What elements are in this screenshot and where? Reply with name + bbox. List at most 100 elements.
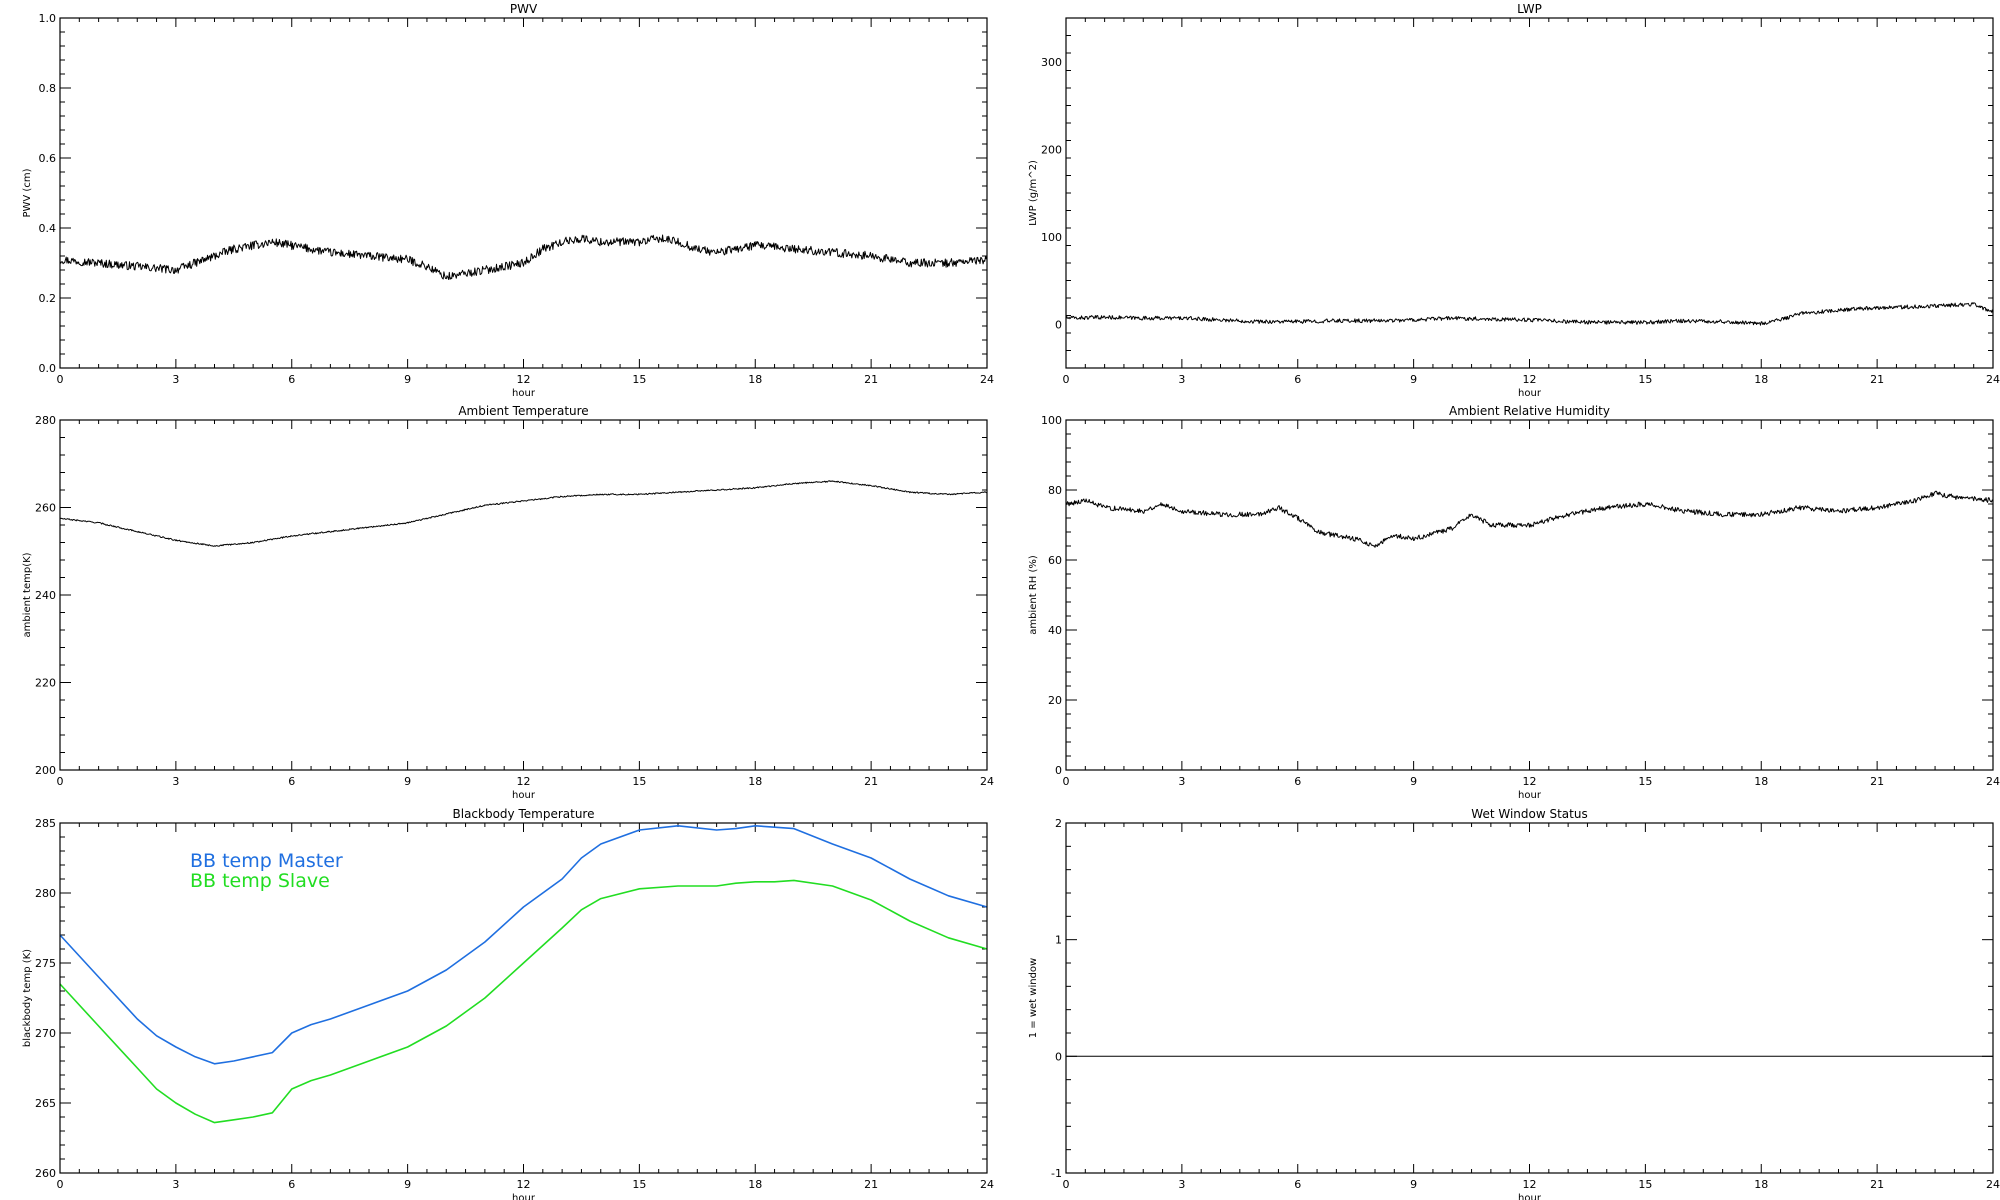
- x-axis-label: hour: [1518, 790, 1542, 801]
- chart-title: LWP: [1517, 2, 1542, 16]
- x-tick-label: 3: [172, 373, 179, 386]
- y-tick-label: 100: [1041, 231, 1062, 244]
- x-axis-label: hour: [1518, 388, 1542, 399]
- plot-frame: [1065, 822, 1994, 1174]
- y-tick-label: 0.4: [39, 222, 57, 235]
- panel-blackbody-temp: Blackbody Temperature hour blackbody temp …: [22, 807, 994, 1200]
- x-tick-label: 21: [1870, 1178, 1884, 1191]
- y-tick-label: 200: [35, 764, 56, 777]
- x-tick-label: 12: [517, 373, 531, 386]
- x-tick-label: 6: [1294, 373, 1301, 386]
- x-tick-label: 21: [864, 1178, 878, 1191]
- x-tick-label: 0: [57, 775, 64, 788]
- y-axis-label: LWP (g/m^2): [1028, 160, 1039, 226]
- y-tick-label: 260: [35, 502, 56, 515]
- y-axis-label: PWV (cm): [22, 168, 33, 217]
- x-axis-label: hour: [512, 790, 536, 801]
- series-line: [59, 480, 987, 547]
- x-tick-label: 15: [632, 373, 646, 386]
- x-tick-label: 18: [1754, 1178, 1768, 1191]
- series-line: [59, 879, 988, 1124]
- y-tick-label: 0: [1055, 1050, 1062, 1063]
- x-tick-label: 3: [1178, 775, 1185, 788]
- x-tick-label: 0: [1063, 1178, 1070, 1191]
- x-tick-label: 12: [517, 775, 531, 788]
- panel-wet-window: Wet Window Status hour 1 = wet window 0 3 6 9 1…: [1028, 807, 2000, 1200]
- x-tick-label: 6: [1294, 1178, 1301, 1191]
- y-axis-label: 1 = wet window: [1028, 958, 1039, 1038]
- y-tick-label: 220: [35, 677, 56, 690]
- x-tick-label: 12: [1523, 1178, 1537, 1191]
- panel-ambient-rh: Ambient Relative Humidity hour ambient RH …: [1028, 404, 2000, 801]
- x-tick-label: 0: [57, 1178, 64, 1191]
- chart-title: PWV: [510, 2, 538, 16]
- x-tick-label: 15: [1638, 373, 1652, 386]
- chart-title: Blackbody Temperature: [453, 807, 595, 821]
- panel-pwv: PWV hour PWV (cm) 0 3 6 9 12 15 18 21 24 0.0 0.2 0.4 0.…: [22, 2, 994, 399]
- x-tick-label: 0: [57, 373, 64, 386]
- y-axis-label: ambient temp(K): [22, 552, 33, 637]
- y-tick-label: 265: [35, 1097, 56, 1110]
- panel-lwp: LWP hour LWP (g/m^2) 0 3 6 9 12 15 18 21 24 0 100 200 3…: [1028, 2, 2000, 399]
- y-tick-label: 270: [35, 1027, 56, 1040]
- y-tick-label: 200: [1041, 143, 1062, 156]
- y-tick-label: 275: [35, 957, 56, 970]
- x-tick-label: 24: [1986, 775, 2000, 788]
- x-tick-label: 24: [1986, 1178, 2000, 1191]
- x-axis-label: hour: [512, 1193, 536, 1200]
- x-tick-label: 15: [632, 1178, 646, 1191]
- plot-frame: [59, 419, 988, 771]
- y-axis-label: ambient RH (%): [1028, 555, 1039, 635]
- x-tick-label: 9: [404, 1178, 411, 1191]
- y-tick-label: 20: [1048, 694, 1062, 707]
- x-axis-label: hour: [512, 388, 536, 399]
- y-tick-label: 285: [35, 817, 56, 830]
- x-tick-label: 18: [748, 1178, 762, 1191]
- x-tick-label: 6: [288, 373, 295, 386]
- y-tick-label: 280: [35, 887, 56, 900]
- y-tick-label: -1: [1051, 1167, 1062, 1180]
- legend-entry: BB temp Slave: [190, 870, 330, 892]
- x-tick-label: 6: [1294, 775, 1301, 788]
- x-tick-label: 24: [980, 775, 994, 788]
- x-tick-label: 24: [1986, 373, 2000, 386]
- y-tick-label: 280: [35, 414, 56, 427]
- x-tick-label: 9: [1410, 373, 1417, 386]
- plot-frame: [59, 822, 988, 1174]
- x-tick-label: 3: [172, 775, 179, 788]
- x-tick-label: 21: [864, 373, 878, 386]
- x-tick-label: 9: [404, 775, 411, 788]
- plot-frame: [1065, 17, 1994, 369]
- x-tick-label: 21: [1870, 775, 1884, 788]
- y-tick-label: 0: [1055, 764, 1062, 777]
- y-tick-label: 260: [35, 1167, 56, 1180]
- x-tick-label: 24: [980, 1178, 994, 1191]
- x-tick-label: 6: [288, 775, 295, 788]
- x-tick-label: 12: [1523, 373, 1537, 386]
- chart-title: Ambient Temperature: [458, 404, 588, 418]
- x-tick-label: 18: [748, 373, 762, 386]
- x-tick-label: 3: [1178, 1178, 1185, 1191]
- x-tick-label: 12: [517, 1178, 531, 1191]
- y-tick-label: 40: [1048, 624, 1062, 637]
- series-line: [1065, 302, 1994, 326]
- y-tick-label: 0.0: [39, 362, 57, 375]
- x-tick-label: 9: [1410, 775, 1417, 788]
- x-tick-label: 15: [1638, 1178, 1652, 1191]
- y-tick-label: 0.6: [39, 152, 57, 165]
- chart-title: Wet Window Status: [1471, 807, 1587, 821]
- y-tick-label: 240: [35, 589, 56, 602]
- y-tick-label: 2: [1055, 817, 1062, 830]
- x-tick-label: 3: [1178, 373, 1185, 386]
- x-tick-label: 9: [1410, 1178, 1417, 1191]
- x-tick-label: 6: [288, 1178, 295, 1191]
- x-tick-label: 15: [1638, 775, 1652, 788]
- y-tick-label: 0: [1055, 318, 1062, 331]
- y-tick-label: 80: [1048, 484, 1062, 497]
- y-axis-label: blackbody temp (K): [22, 949, 33, 1047]
- x-tick-label: 18: [1754, 775, 1768, 788]
- panel-ambient-temp: Ambient Temperature hour ambient temp(K) 0 3…: [22, 404, 994, 801]
- plot-frame: [59, 17, 988, 369]
- x-tick-label: 15: [632, 775, 646, 788]
